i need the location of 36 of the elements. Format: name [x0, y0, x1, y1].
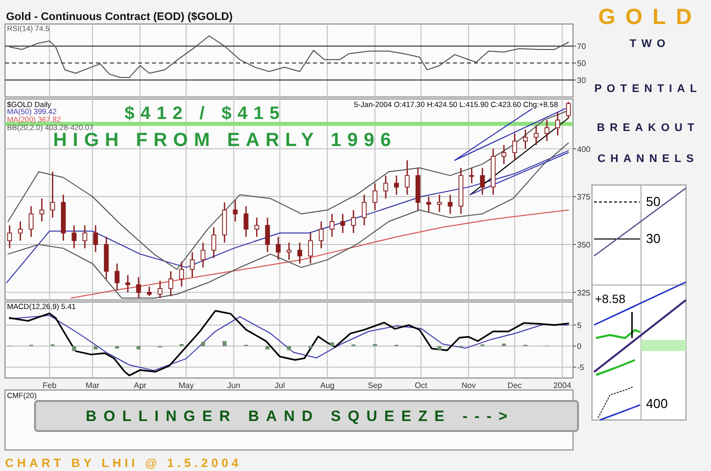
x-tick-label: Dec — [508, 381, 522, 390]
text: 30 — [646, 231, 660, 246]
text: 400 — [646, 396, 668, 411]
text: TWO — [630, 38, 670, 50]
text: CHART BY LHII @ 1.5.2004 — [5, 456, 242, 470]
text: BREAKOUT — [596, 122, 700, 134]
x-tick-label: Oct — [414, 381, 428, 390]
y-tick-label: 5 — [577, 321, 582, 330]
y-tick-label: 50 — [577, 59, 586, 68]
y-tick-label: 350 — [577, 240, 591, 250]
y-tick-label: 30 — [577, 76, 586, 86]
y-tick-label: -5 — [577, 363, 585, 372]
text: POTENTIAL — [594, 83, 702, 95]
x-tick-label: Jul — [274, 381, 286, 390]
y-tick-label: 0 — [577, 342, 582, 352]
y-tick-label: 400 — [577, 144, 591, 154]
x-tick-label: Feb — [42, 381, 57, 390]
y-tick-label: 325 — [577, 288, 591, 298]
text: CHANNELS — [597, 153, 699, 165]
x-tick-label: Apr — [134, 381, 147, 390]
chart-title: Gold - Continuous Contract (EOD) ($GOLD) — [6, 11, 234, 23]
text: BOLLINGER BAND SQUEEZE ---> — [86, 408, 514, 425]
annotation: HIGH FROM EARLY 1996 — [53, 130, 397, 151]
text: 50 — [646, 194, 660, 209]
x-tick-label: May — [178, 381, 194, 390]
x-tick-label: Sep — [368, 381, 383, 390]
x-tick-label: Mar — [86, 381, 100, 390]
annotation: $412 / $415 — [124, 103, 286, 123]
y-tick-label: 375 — [577, 192, 591, 202]
text: +8.58 — [595, 292, 626, 306]
y-tick-label: 70 — [577, 42, 586, 52]
x-tick-label: Aug — [320, 381, 334, 390]
x-tick-label: Jun — [227, 381, 240, 390]
x-tick-label: 2004 — [553, 381, 572, 390]
x-tick-label: Nov — [461, 381, 476, 390]
text: GOLD — [598, 4, 702, 29]
